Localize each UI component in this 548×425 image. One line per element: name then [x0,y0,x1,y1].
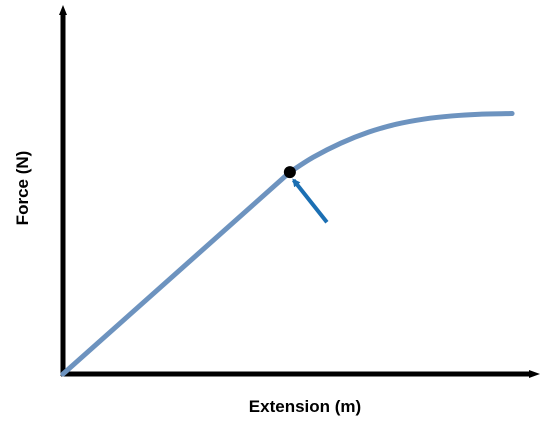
x-axis-label: Extension (m) [249,397,361,416]
force-extension-line [60,111,515,377]
x-axis-arrowhead [529,370,540,378]
limit-point-marker [283,166,296,179]
y-axis-arrowhead [59,5,67,15]
y-axis-label: Force (N) [13,151,32,226]
annotation-arrow [292,178,329,224]
